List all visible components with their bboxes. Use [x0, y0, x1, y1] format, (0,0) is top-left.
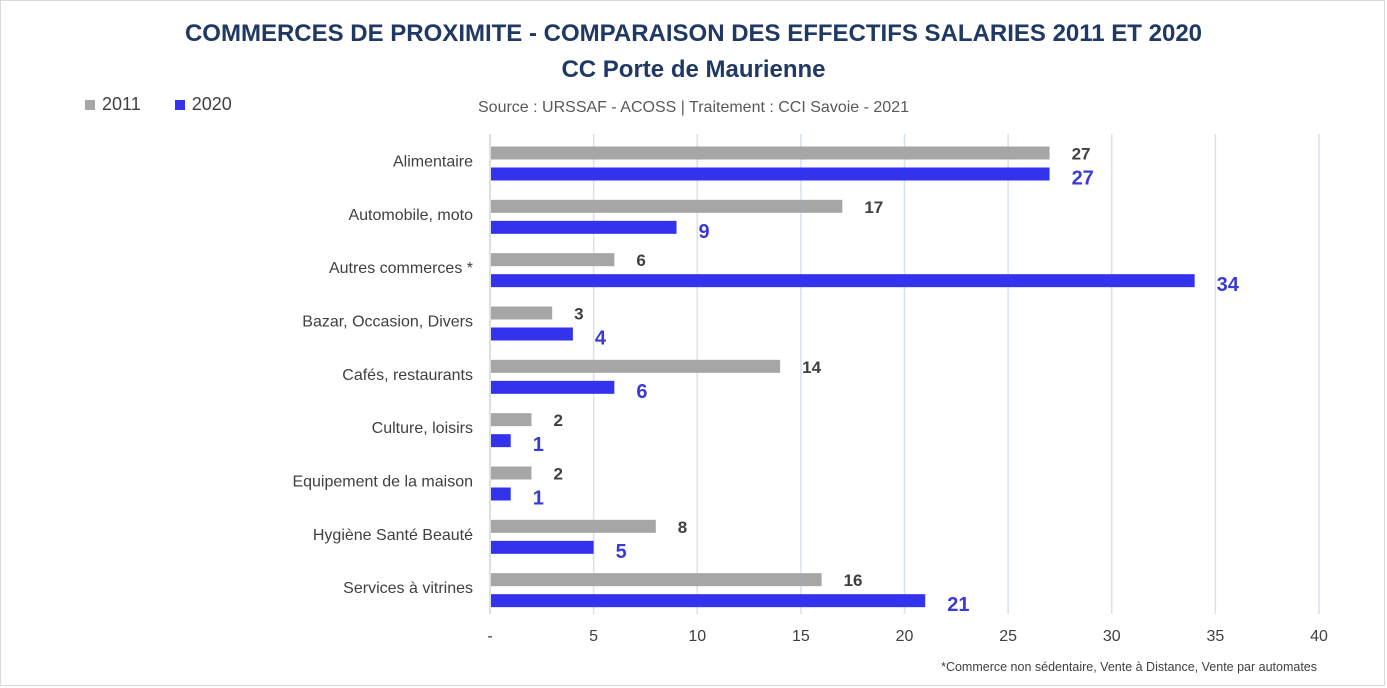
- bar-2020: [491, 167, 1050, 181]
- data-label-2011: 16: [844, 571, 863, 590]
- data-label-2020: 4: [595, 328, 607, 350]
- data-label-2011: 8: [678, 518, 687, 537]
- data-label-2011: 17: [864, 198, 883, 217]
- category-label: Hygiène Santé Beauté: [313, 527, 473, 544]
- data-label-2011: 2: [553, 411, 562, 430]
- x-tick-label-40: 40: [1310, 628, 1328, 645]
- category-label: Cafés, restaurants: [342, 367, 473, 384]
- legend-label-2020: 2020: [191, 94, 232, 114]
- category-label: Alimentaire: [393, 154, 473, 171]
- data-label-2020: 27: [1072, 168, 1094, 190]
- category-label: Bazar, Occasion, Divers: [302, 314, 473, 331]
- bar-2011: [491, 146, 1050, 160]
- x-tick-label-30: 30: [1103, 628, 1121, 645]
- data-label-2011: 6: [636, 251, 645, 270]
- data-label-2020: 34: [1217, 274, 1240, 296]
- bar-2011: [491, 573, 822, 587]
- category-label: Services à vitrines: [343, 580, 473, 597]
- legend-swatch-2020: [174, 99, 185, 110]
- bar-2020: [491, 594, 926, 608]
- category-label: Autres commerces *: [329, 260, 473, 277]
- bar-2020: [491, 220, 677, 234]
- data-label-2020: 6: [636, 381, 647, 403]
- category-label: Culture, loisirs: [372, 420, 473, 437]
- data-label-2020: 5: [616, 541, 627, 563]
- chart-subtitle: CC Porte de Maurienne: [561, 56, 826, 83]
- data-label-2020: 9: [699, 221, 710, 243]
- data-label-2011: 3: [574, 305, 583, 324]
- bar-2020: [491, 540, 594, 554]
- bar-2011: [491, 359, 781, 373]
- legend: 2011 2020: [85, 94, 232, 115]
- x-tick-label-5: 5: [589, 628, 598, 645]
- bar-2020: [491, 434, 511, 448]
- bar-2020: [491, 487, 511, 501]
- x-tick-label-20: 20: [896, 628, 914, 645]
- data-label-2011: 27: [1072, 145, 1091, 164]
- legend-item-2020: 2020: [174, 94, 232, 115]
- x-tick-label-35: 35: [1206, 628, 1224, 645]
- data-label-2020: 1: [533, 488, 544, 510]
- legend-swatch-2011: [85, 99, 95, 110]
- x-tick-label-25: 25: [999, 628, 1017, 645]
- category-label: Equipement de la maison: [292, 474, 473, 491]
- x-tick-label-15: 15: [792, 628, 810, 645]
- data-label-2020: 1: [533, 434, 544, 456]
- chart-title: COMMERCES DE PROXIMITE - COMPARAISON DES…: [184, 20, 1203, 47]
- x-tick-label-0: -: [487, 628, 492, 645]
- x-tick-label-10: 10: [688, 628, 706, 645]
- bar-2020: [491, 327, 573, 341]
- bar-2011: [491, 413, 532, 427]
- bar-2011: [491, 199, 843, 213]
- data-label-2020: 21: [947, 594, 969, 616]
- footnote: *Commerce non sédentaire, Vente à Distan…: [941, 660, 1317, 674]
- bar-2020: [491, 274, 1195, 288]
- bar-2020: [491, 380, 615, 394]
- category-label: Automobile, moto: [348, 207, 473, 224]
- bar-2011: [491, 253, 615, 267]
- data-label-2011: 2: [553, 465, 562, 484]
- data-label-2011: 14: [802, 358, 821, 377]
- bar-2011: [491, 519, 656, 533]
- bar-2011: [491, 306, 553, 320]
- legend-item-2011: 2011: [85, 94, 141, 115]
- source-note: Source : URSSAF - ACOSS | Traitement : C…: [478, 99, 909, 116]
- legend-label-2011: 2011: [102, 94, 141, 114]
- bar-2011: [491, 466, 532, 480]
